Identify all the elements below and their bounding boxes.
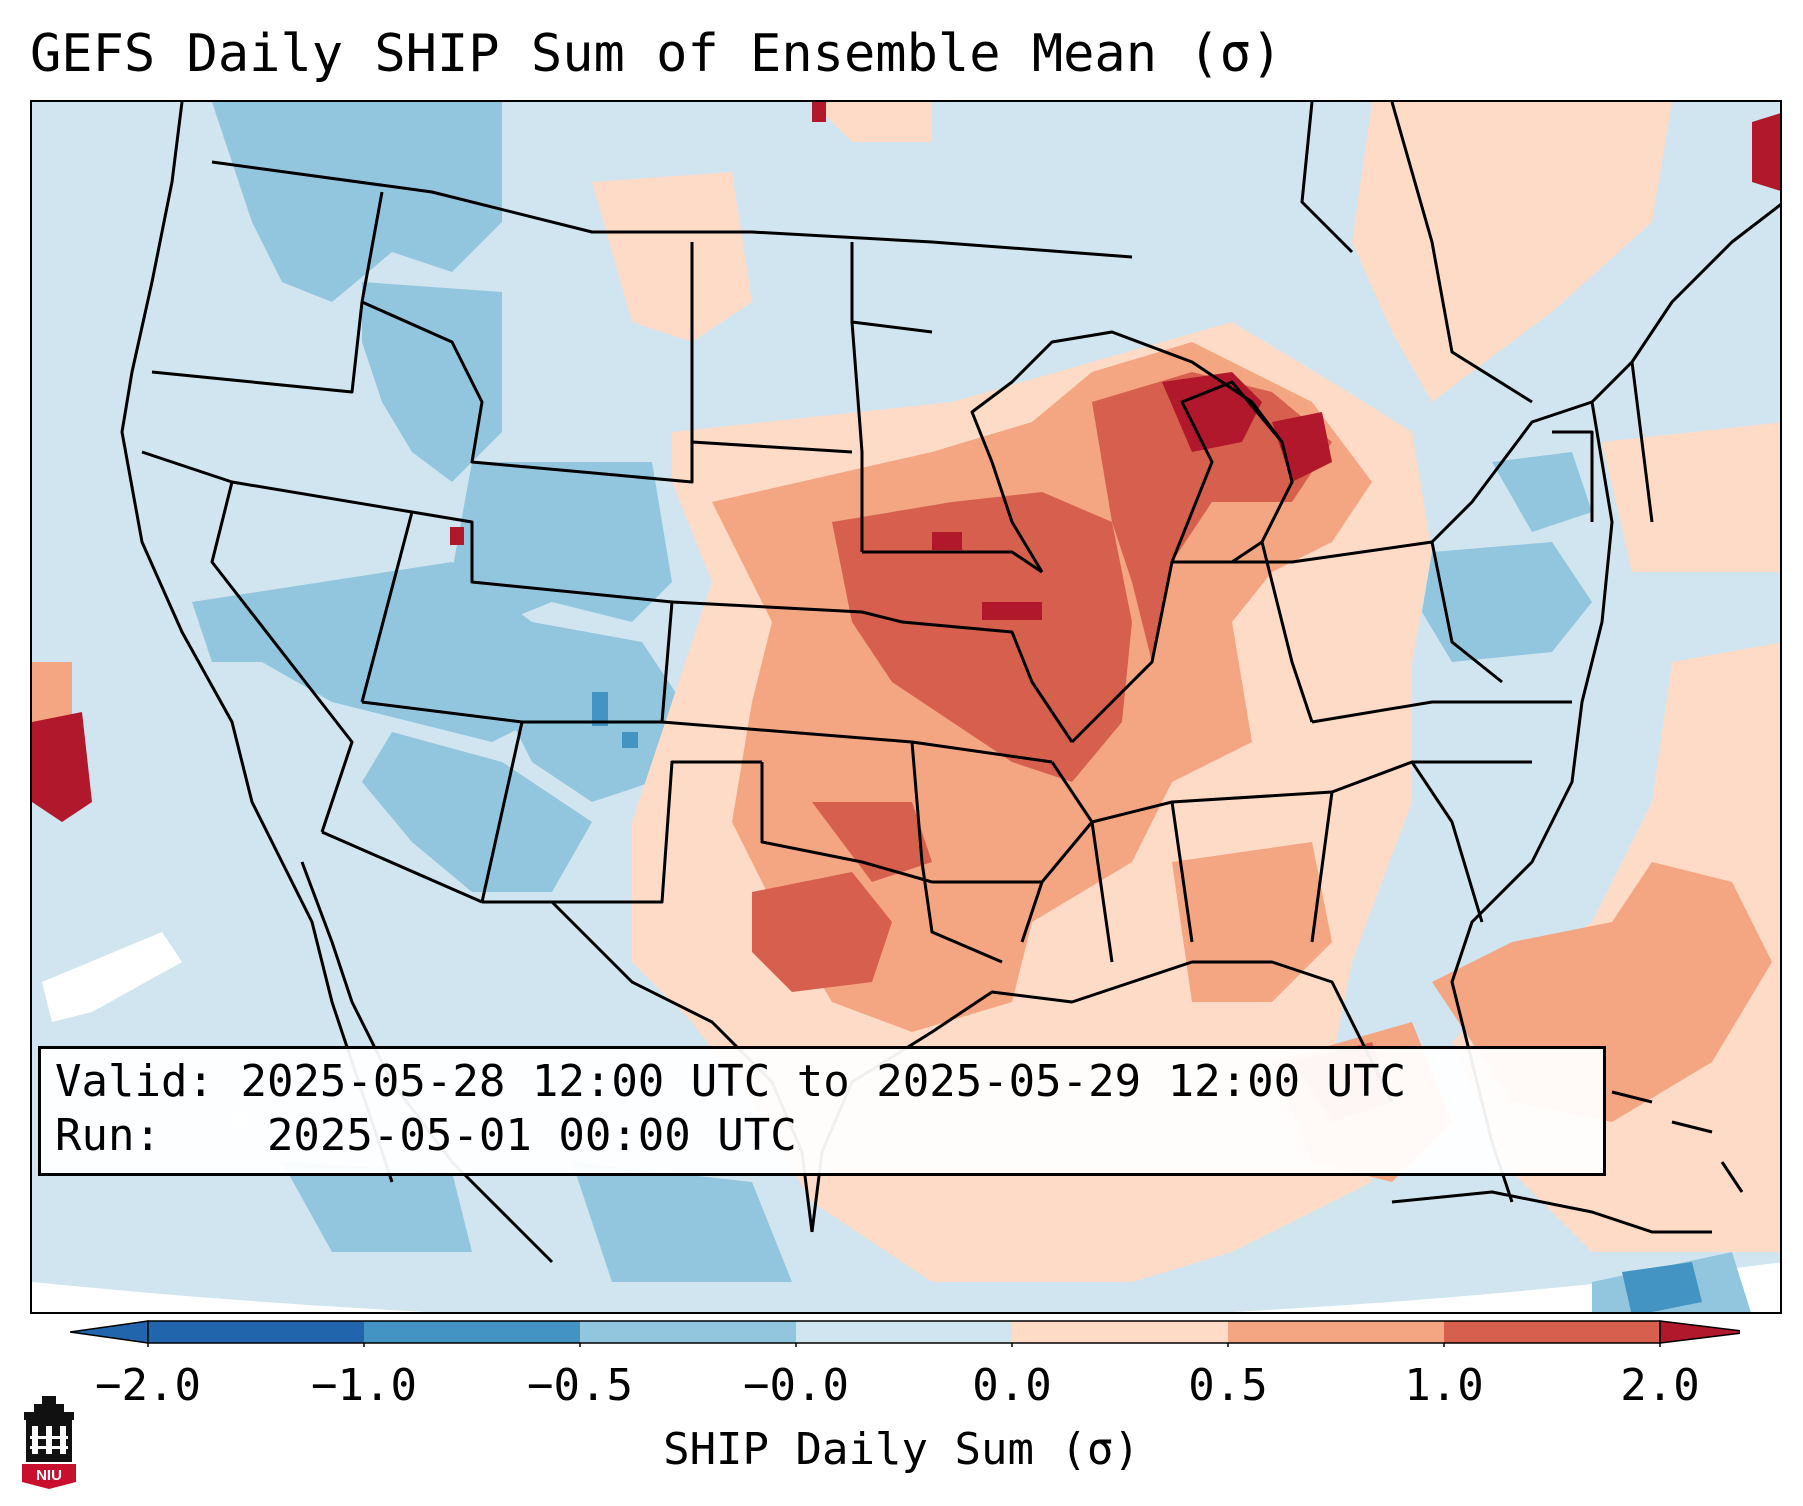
colorbar-segment bbox=[1444, 1321, 1660, 1343]
colorbar-segment bbox=[1012, 1321, 1228, 1343]
colorbar-extend-high bbox=[1659, 1320, 1740, 1344]
tick-label: −0.5 bbox=[527, 1360, 633, 1411]
logo-text: NIU bbox=[36, 1467, 62, 1484]
tick-label: 2.0 bbox=[1620, 1360, 1700, 1411]
valid-label: Valid: bbox=[55, 1056, 214, 1107]
colorbar-segment bbox=[364, 1321, 580, 1343]
run-value: 2025-05-01 00:00 UTC bbox=[266, 1110, 797, 1161]
map-title: GEFS Daily SHIP Sum of Ensemble Mean (σ) bbox=[30, 24, 1283, 84]
tick-label: 1.0 bbox=[1404, 1360, 1484, 1411]
colorbar-label: SHIP Daily Sum (σ) bbox=[663, 1424, 1140, 1475]
valid-value: 2025-05-28 12:00 UTC to 2025-05-29 12:00… bbox=[240, 1056, 1407, 1107]
run-label: Run: bbox=[55, 1110, 161, 1161]
colorbar-segment bbox=[148, 1321, 364, 1343]
colorbar-segment bbox=[796, 1321, 1012, 1343]
colorbar-segment bbox=[1228, 1321, 1444, 1343]
tick-label: 0.0 bbox=[972, 1360, 1052, 1411]
colorbar-extend-low bbox=[70, 1320, 149, 1344]
tick-label: −1.0 bbox=[311, 1360, 417, 1411]
colorbar-segment bbox=[580, 1321, 796, 1343]
valid-run-box: Valid: 2025-05-28 12:00 UTC to 2025-05-2… bbox=[38, 1046, 1606, 1176]
tick-label: −0.0 bbox=[743, 1360, 849, 1411]
tick-label: −2.0 bbox=[95, 1360, 201, 1411]
tick-label: 0.5 bbox=[1188, 1360, 1268, 1411]
niu-logo: NIU bbox=[22, 1396, 76, 1489]
boundary-lines bbox=[120, 102, 1780, 1264]
colorbar bbox=[70, 1320, 1740, 1347]
